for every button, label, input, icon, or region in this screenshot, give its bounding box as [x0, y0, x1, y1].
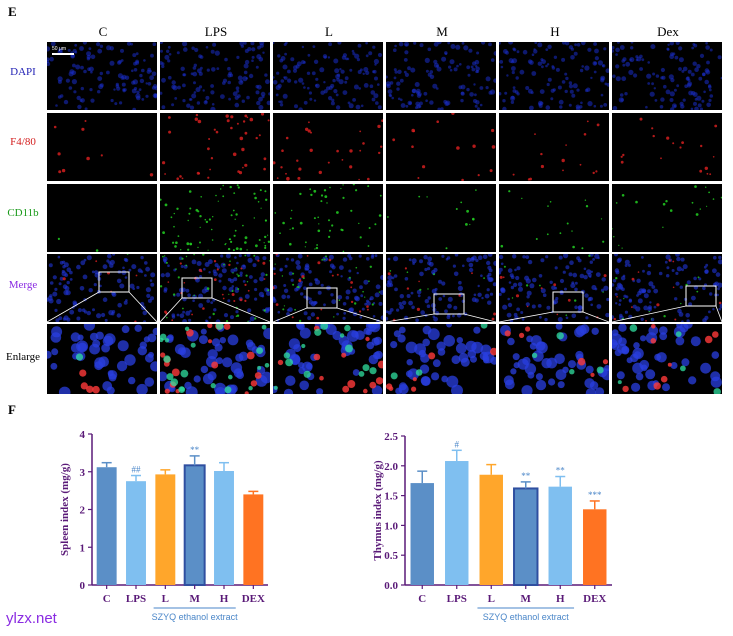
micrograph-enlarge-l	[273, 324, 383, 394]
spleen-bar-lps	[126, 481, 146, 585]
spleen-y-axis-label: Spleen index (mg/g)	[59, 463, 71, 556]
spleen-bar-m	[183, 464, 206, 586]
micrograph-dapi-lps	[160, 42, 270, 110]
scale-bar-label: 50 μm	[52, 46, 66, 52]
micrograph-merge-lps	[160, 254, 270, 322]
micrograph-merge-m	[386, 254, 496, 322]
thymus-y-tick-label: 0.5	[384, 550, 398, 562]
micrograph-dapi-dex	[612, 42, 722, 110]
thymus-significance-mark: #	[455, 439, 460, 449]
micrograph-f480-l	[273, 113, 383, 181]
column-header-c: C	[98, 24, 108, 39]
micrograph-cd11b-l	[273, 184, 383, 252]
thymus-bar-lps	[445, 461, 469, 585]
micrograph-f480-c	[47, 113, 157, 181]
panel-label-e: E	[8, 4, 17, 19]
panel-label-f: F	[8, 402, 16, 417]
spleen-y-tick-label: 2	[80, 505, 86, 517]
micrograph-cd11b-m	[386, 184, 496, 252]
spleen-y-tick-label: 4	[80, 429, 86, 441]
micrograph-cd11b-h	[499, 184, 609, 252]
row-label-enlarge: Enlarge	[5, 351, 40, 363]
micrograph-merge-c	[47, 254, 157, 322]
spleen-x-tick-label: H	[220, 593, 229, 605]
spleen-group-label: SZYQ ethanol extract	[152, 612, 239, 622]
thymus-y-tick-label: 1.5	[384, 491, 398, 503]
micrograph-enlarge-dex	[612, 324, 722, 394]
thymus-y-axis-label: Thymus index (mg/g)	[372, 460, 384, 561]
thymus-bar-dex	[583, 509, 607, 585]
micrograph-cd11b-dex	[612, 184, 722, 252]
micrograph-merge-h	[499, 254, 609, 322]
spleen-x-tick-label: L	[162, 593, 169, 605]
scale-bar-line	[52, 53, 74, 55]
thymus-bar-l	[479, 474, 503, 585]
micrograph-enlarge-m	[386, 324, 496, 394]
micrograph-f480-h	[499, 113, 609, 181]
column-header-m: M	[436, 24, 448, 39]
micrograph-f480-dex	[612, 113, 722, 181]
thymus-bar-c	[410, 483, 434, 585]
thymus-significance-mark: **	[556, 466, 566, 476]
spleen-x-tick-label: M	[189, 593, 200, 605]
row-label-cd11b: CD11b	[7, 207, 39, 219]
thymus-x-tick-label: L	[488, 593, 495, 605]
thymus-y-tick-label: 1.0	[384, 520, 398, 532]
micrograph-enlarge-lps	[160, 324, 270, 394]
micrograph-f480-lps	[160, 113, 270, 181]
thymus-y-tick-label: 0.0	[384, 580, 398, 592]
thymus-x-tick-label: C	[418, 593, 426, 605]
spleen-x-tick-label: C	[103, 593, 111, 605]
spleen-x-tick-label: LPS	[126, 593, 146, 605]
spleen-y-tick-label: 0	[80, 580, 86, 592]
micrograph-cd11b-lps	[160, 184, 270, 252]
thymus-y-tick-label: 2.5	[384, 431, 398, 443]
spleen-bar-l	[155, 474, 176, 585]
thymus-significance-mark: ***	[588, 490, 602, 500]
row-label-dapi: DAPI	[10, 66, 36, 78]
spleen-y-tick-label: 3	[80, 467, 86, 479]
spleen-bar-c	[96, 467, 117, 585]
micrograph-merge-l	[273, 254, 383, 322]
micrograph-enlarge-h	[499, 324, 609, 394]
thymus-group-label: SZYQ ethanol extract	[483, 612, 570, 622]
micrograph-f480-m	[386, 113, 496, 181]
scale-bar: 50 μm	[52, 46, 76, 60]
spleen-bar-dex	[243, 494, 264, 585]
thymus-x-tick-label: LPS	[447, 593, 467, 605]
column-header-dex: Dex	[657, 24, 679, 39]
micrograph-dapi-h	[499, 42, 609, 110]
column-header-l: L	[325, 24, 333, 39]
spleen-significance-mark: ##	[132, 465, 142, 475]
micrograph-enlarge-c	[47, 324, 157, 394]
thymus-bar-m	[513, 487, 539, 586]
thymus-bar-h	[548, 486, 572, 585]
column-header-h: H	[550, 24, 560, 39]
spleen-y-tick-label: 1	[80, 542, 86, 554]
spleen-bar-h	[214, 470, 234, 585]
column-header-lps: LPS	[204, 24, 228, 39]
thymus-x-tick-label: M	[521, 593, 532, 605]
spleen-significance-mark: **	[190, 445, 200, 455]
micrograph-merge-dex	[612, 254, 722, 322]
thymus-x-tick-label: H	[556, 593, 565, 605]
thymus-x-tick-label: DEX	[583, 593, 606, 605]
micrograph-cd11b-c	[47, 184, 157, 252]
micrograph-dapi-m	[386, 42, 496, 110]
thymus-significance-mark: **	[521, 471, 531, 481]
row-label-f480: F4/80	[10, 136, 36, 148]
thymus-y-tick-label: 2.0	[384, 461, 398, 473]
watermark-text: ylzx.net	[6, 610, 57, 627]
row-label-merge: Merge	[8, 279, 38, 291]
spleen-x-tick-label: DEX	[242, 593, 265, 605]
micrograph-dapi-l	[273, 42, 383, 110]
